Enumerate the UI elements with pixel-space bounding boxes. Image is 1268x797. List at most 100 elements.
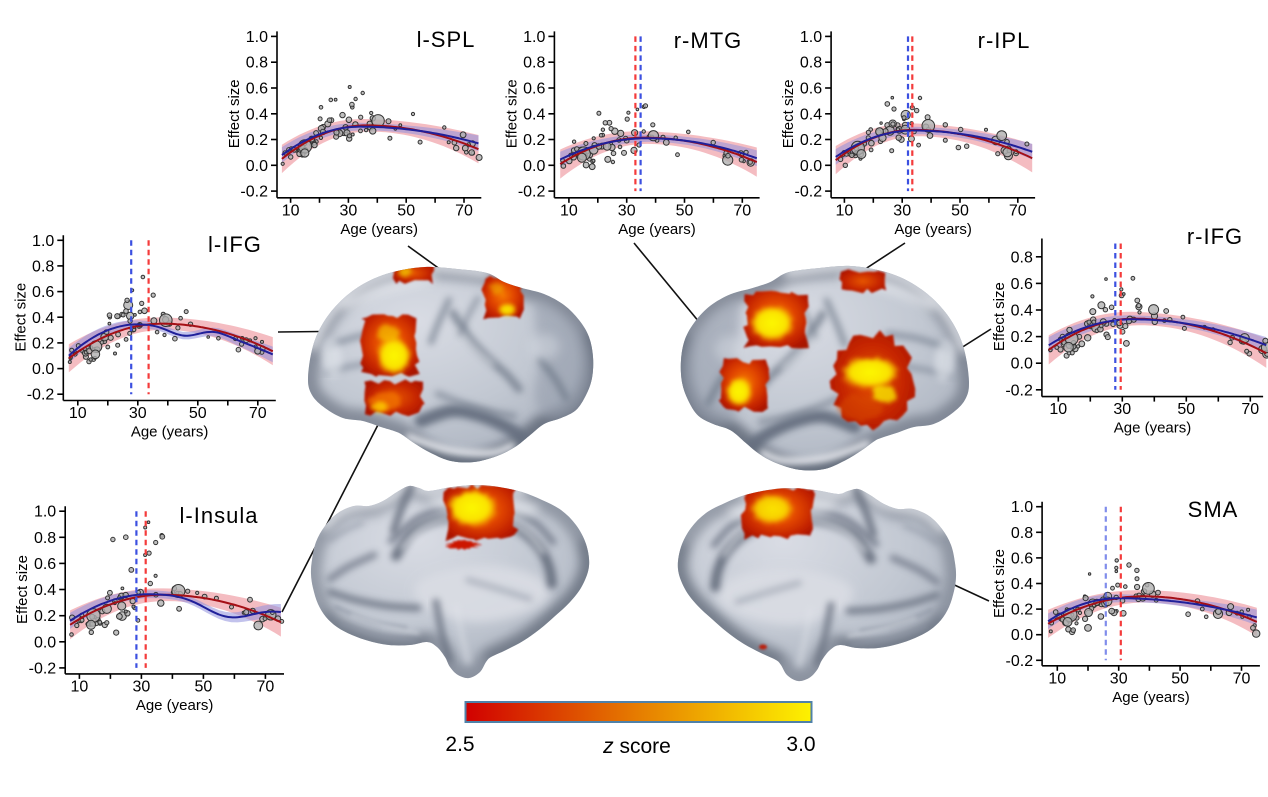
svg-text:50: 50 xyxy=(676,202,694,219)
svg-text:50: 50 xyxy=(195,678,213,695)
svg-text:0.4: 0.4 xyxy=(523,106,545,123)
svg-text:0.6: 0.6 xyxy=(1011,550,1033,567)
svg-text:r-IPL: r-IPL xyxy=(978,28,1031,53)
svg-text:70: 70 xyxy=(249,405,267,422)
svg-text:0.2: 0.2 xyxy=(246,132,268,149)
svg-text:Age (years): Age (years) xyxy=(894,221,972,238)
svg-text:-0.2: -0.2 xyxy=(1005,382,1033,399)
svg-text:0.2: 0.2 xyxy=(32,335,54,352)
svg-text:0.0: 0.0 xyxy=(1011,627,1033,644)
svg-text:70: 70 xyxy=(455,202,473,219)
svg-text:0.4: 0.4 xyxy=(1011,303,1033,320)
svg-text:0.8: 0.8 xyxy=(246,55,268,72)
svg-text:1.0: 1.0 xyxy=(1011,499,1033,516)
svg-text:10: 10 xyxy=(1048,670,1066,687)
svg-text:Age (years): Age (years) xyxy=(1114,420,1192,437)
svg-text:30: 30 xyxy=(129,405,147,422)
svg-text:-0.2: -0.2 xyxy=(1006,653,1034,670)
svg-text:0.6: 0.6 xyxy=(246,81,268,98)
svg-text:l-IFG: l-IFG xyxy=(208,232,262,257)
svg-text:Effect size: Effect size xyxy=(991,549,1008,618)
svg-text:0.8: 0.8 xyxy=(800,55,822,72)
svg-text:0.8: 0.8 xyxy=(1011,525,1033,542)
svg-text:Age (years): Age (years) xyxy=(136,697,214,714)
svg-text:50: 50 xyxy=(1177,401,1195,418)
svg-text:0.0: 0.0 xyxy=(1011,356,1033,373)
svg-text:0.2: 0.2 xyxy=(1011,329,1033,346)
svg-text:1.0: 1.0 xyxy=(523,29,545,46)
svg-text:0.8: 0.8 xyxy=(32,258,54,275)
svg-text:0.2: 0.2 xyxy=(523,132,545,149)
svg-text:l-Insula: l-Insula xyxy=(180,503,259,528)
svg-text:0.2: 0.2 xyxy=(800,132,822,149)
svg-text:0.6: 0.6 xyxy=(34,556,56,573)
svg-text:1.0: 1.0 xyxy=(34,504,56,521)
svg-text:Age (years): Age (years) xyxy=(618,221,696,238)
svg-text:0.2: 0.2 xyxy=(34,608,56,625)
svg-text:0.6: 0.6 xyxy=(523,81,545,98)
svg-text:0.4: 0.4 xyxy=(32,310,54,327)
svg-text:Effect size: Effect size xyxy=(12,283,29,352)
svg-text:70: 70 xyxy=(733,202,751,219)
svg-text:1.0: 1.0 xyxy=(800,29,822,46)
svg-text:0.0: 0.0 xyxy=(32,361,54,378)
svg-text:0.8: 0.8 xyxy=(1011,249,1033,266)
svg-text:0.2: 0.2 xyxy=(1011,602,1033,619)
svg-text:Age (years): Age (years) xyxy=(1112,689,1190,706)
svg-text:10: 10 xyxy=(560,202,578,219)
svg-text:0.6: 0.6 xyxy=(800,81,822,98)
svg-text:2.5: 2.5 xyxy=(445,733,474,756)
svg-text:70: 70 xyxy=(257,678,275,695)
svg-text:0.6: 0.6 xyxy=(1011,276,1033,293)
svg-text:-0.2: -0.2 xyxy=(518,184,546,201)
svg-text:SMA: SMA xyxy=(1188,497,1239,522)
svg-text:l-SPL: l-SPL xyxy=(417,27,476,52)
svg-text:Effect size: Effect size xyxy=(780,79,797,148)
svg-text:0.8: 0.8 xyxy=(523,55,545,72)
svg-text:Effect size: Effect size xyxy=(226,79,243,148)
svg-text:Age (years): Age (years) xyxy=(340,221,418,238)
svg-text:-0.2: -0.2 xyxy=(29,660,57,677)
svg-text:0.4: 0.4 xyxy=(800,106,822,123)
svg-text:r-IFG: r-IFG xyxy=(1187,224,1243,249)
svg-text:30: 30 xyxy=(133,678,151,695)
svg-text:30: 30 xyxy=(340,202,358,219)
svg-text:-0.2: -0.2 xyxy=(240,184,268,201)
svg-text:70: 70 xyxy=(1233,670,1251,687)
svg-text:-0.2: -0.2 xyxy=(27,387,55,404)
svg-text:1.0: 1.0 xyxy=(246,29,268,46)
svg-text:30: 30 xyxy=(1110,670,1128,687)
svg-text:r-MTG: r-MTG xyxy=(674,28,743,53)
svg-text:1.0: 1.0 xyxy=(32,233,54,250)
svg-text:0.0: 0.0 xyxy=(800,158,822,175)
svg-text:10: 10 xyxy=(69,405,87,422)
svg-text:70: 70 xyxy=(1241,401,1259,418)
svg-text:-0.2: -0.2 xyxy=(795,184,823,201)
svg-text:50: 50 xyxy=(189,405,207,422)
svg-text:0.4: 0.4 xyxy=(246,106,268,123)
svg-text:50: 50 xyxy=(1171,670,1189,687)
svg-text:10: 10 xyxy=(836,202,854,219)
svg-text:30: 30 xyxy=(1113,401,1131,418)
svg-text:Effect size: Effect size xyxy=(503,79,520,148)
svg-text:0.0: 0.0 xyxy=(523,158,545,175)
svg-text:z score: z score xyxy=(602,735,671,758)
svg-text:Age (years): Age (years) xyxy=(131,424,209,441)
svg-text:50: 50 xyxy=(951,202,969,219)
svg-text:10: 10 xyxy=(282,202,300,219)
svg-text:30: 30 xyxy=(618,202,636,219)
svg-text:30: 30 xyxy=(893,202,911,219)
svg-text:0.6: 0.6 xyxy=(32,284,54,301)
svg-text:10: 10 xyxy=(71,678,89,695)
svg-text:Effect size: Effect size xyxy=(14,555,31,624)
svg-text:50: 50 xyxy=(397,202,415,219)
svg-text:0.8: 0.8 xyxy=(34,530,56,547)
svg-text:3.0: 3.0 xyxy=(786,733,815,756)
svg-text:70: 70 xyxy=(1009,202,1027,219)
svg-text:0.4: 0.4 xyxy=(34,582,56,599)
svg-text:0.0: 0.0 xyxy=(246,158,268,175)
svg-text:0.4: 0.4 xyxy=(1011,576,1033,593)
svg-text:10: 10 xyxy=(1049,401,1067,418)
svg-text:0.0: 0.0 xyxy=(34,634,56,651)
svg-text:Effect size: Effect size xyxy=(991,282,1008,351)
